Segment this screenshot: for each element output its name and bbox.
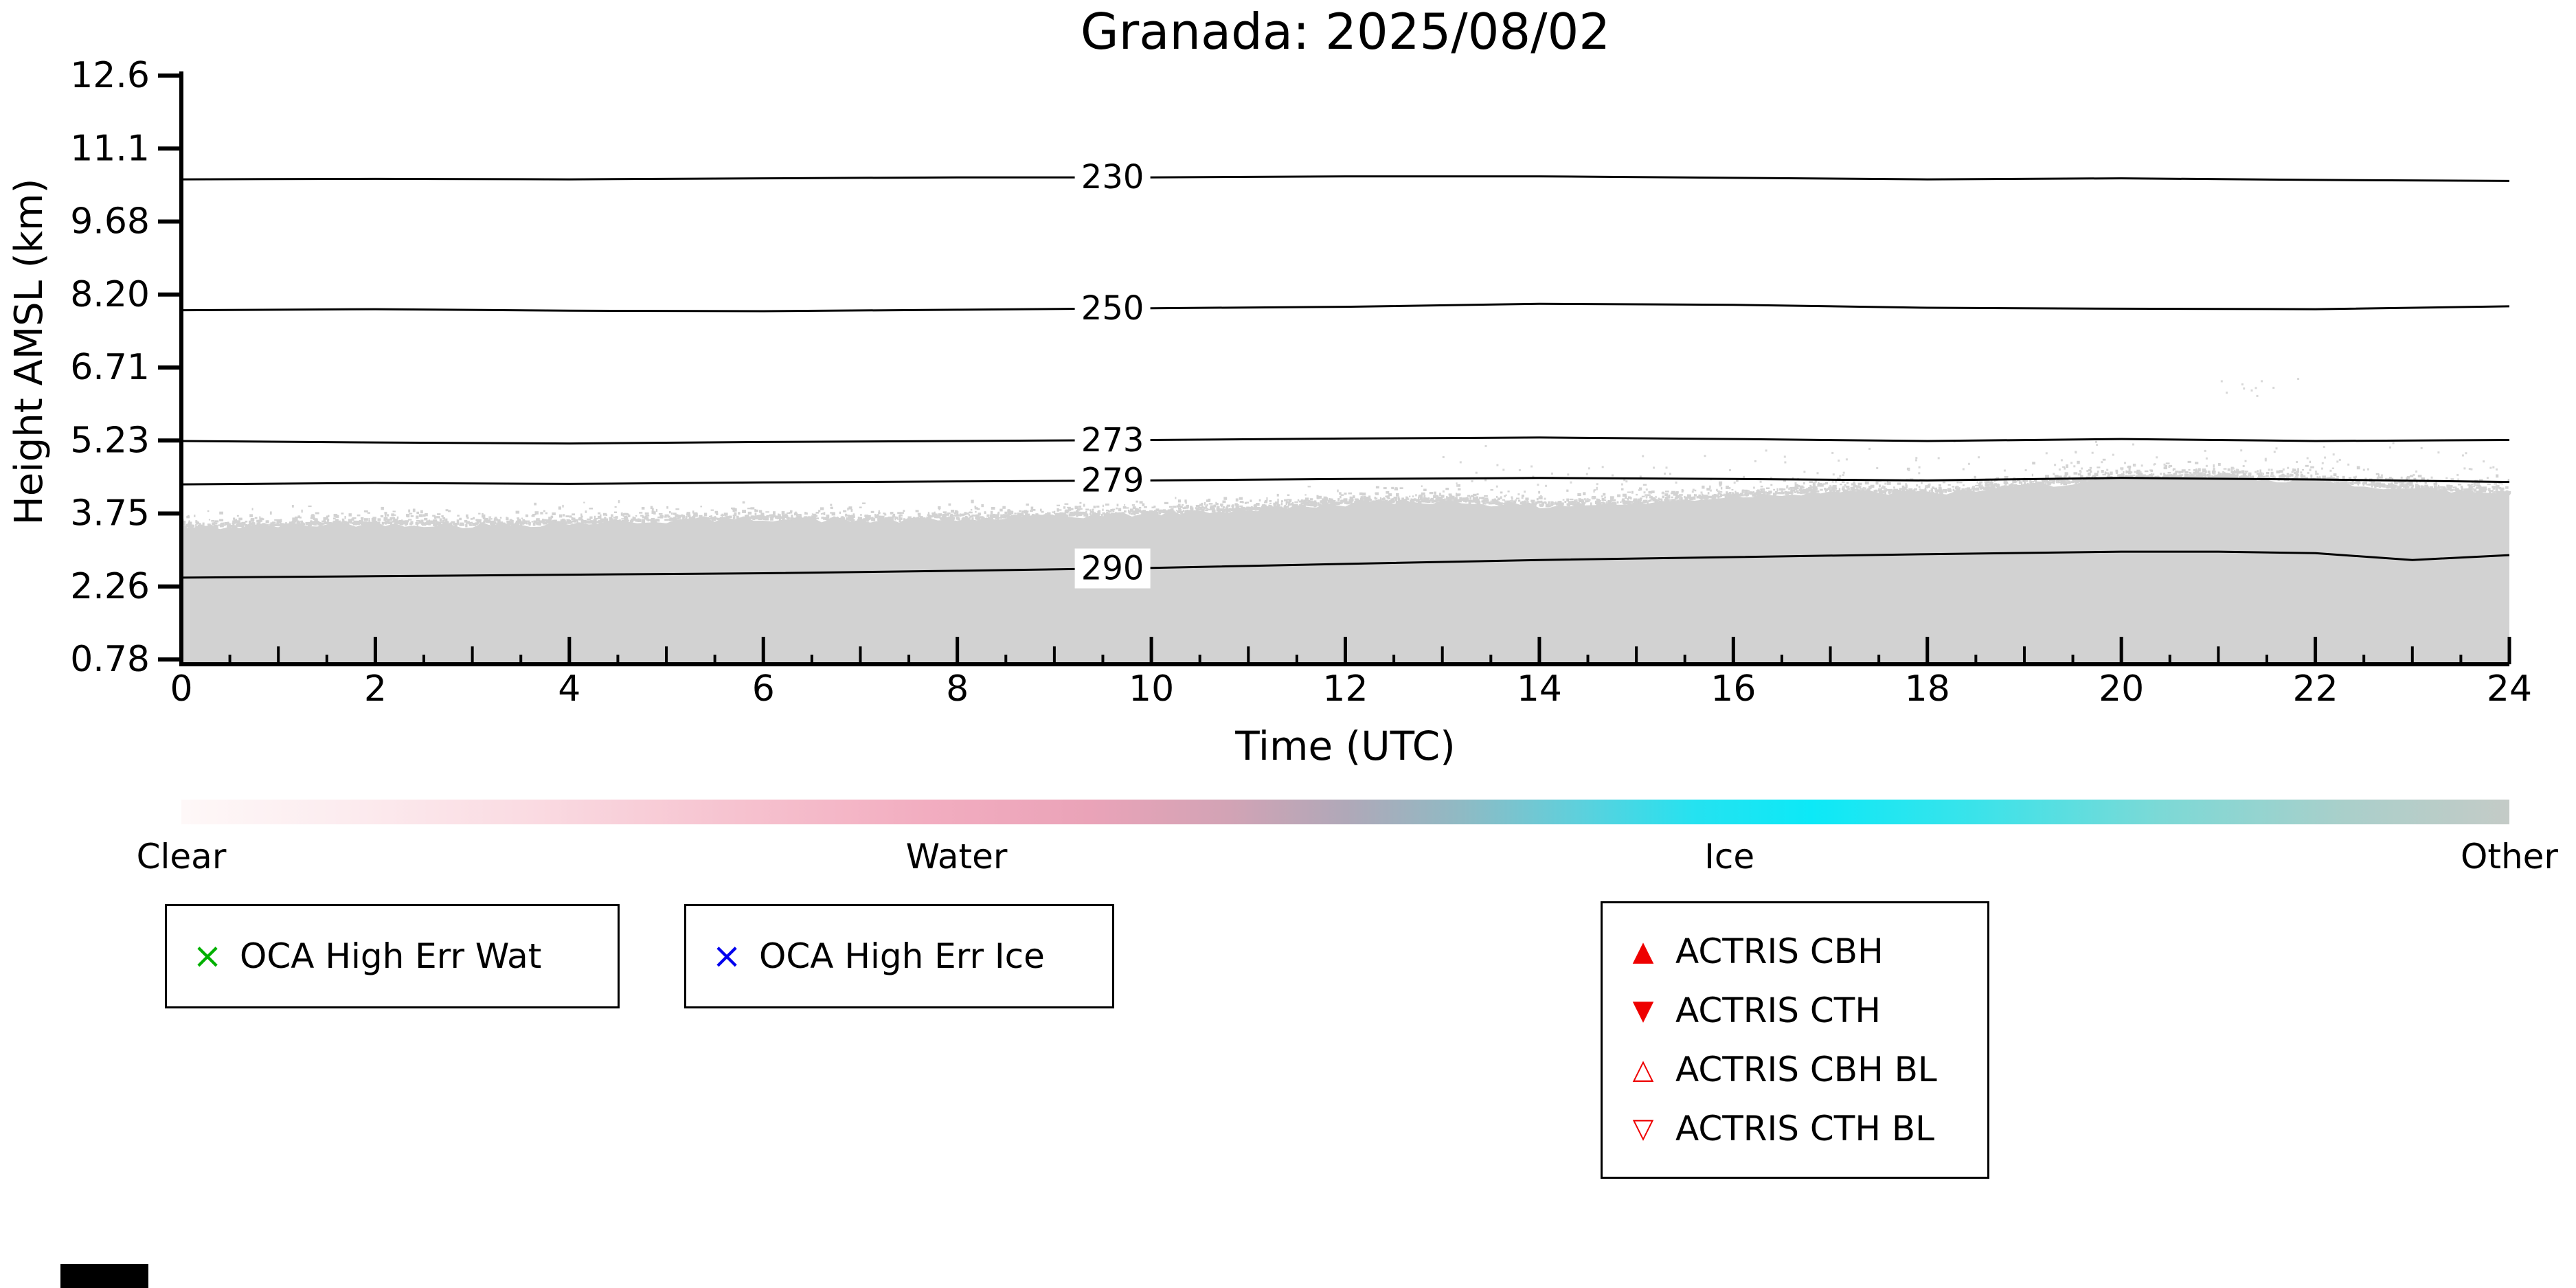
triangle-up-filled-icon: ▲ bbox=[1632, 936, 1654, 967]
x-cross-icon: × bbox=[192, 936, 223, 977]
svg-text:6.71: 6.71 bbox=[70, 347, 150, 388]
svg-text:2: 2 bbox=[364, 668, 387, 710]
x-cross-icon: × bbox=[712, 936, 742, 977]
x-axis-label: Time (UTC) bbox=[1235, 723, 1456, 769]
svg-text:12: 12 bbox=[1322, 668, 1368, 710]
legend-item: × OCA High Err Wat bbox=[188, 936, 618, 976]
svg-text:230: 230 bbox=[1081, 158, 1144, 196]
legend-label: OCA High Err Ice bbox=[759, 936, 1045, 976]
legend-item: △ ACTRIS CBH BL bbox=[1623, 1050, 1987, 1089]
svg-text:273: 273 bbox=[1081, 421, 1144, 460]
svg-text:4: 4 bbox=[558, 668, 580, 710]
svg-text:2.26: 2.26 bbox=[70, 566, 150, 607]
svg-text:11.1: 11.1 bbox=[70, 128, 150, 169]
triangle-up-open-icon: △ bbox=[1632, 1054, 1654, 1085]
page-title: Granada: 2025/08/02 bbox=[1080, 3, 1611, 60]
legend-label: ACTRIS CTH BL bbox=[1675, 1109, 1935, 1149]
svg-text:279: 279 bbox=[1081, 462, 1144, 500]
legend-item: ▽ ACTRIS CTH BL bbox=[1623, 1109, 1987, 1149]
legend-item: × OCA High Err Ice bbox=[707, 936, 1112, 976]
svg-text:14: 14 bbox=[1517, 668, 1562, 710]
colorbar-label-ice: Ice bbox=[1704, 837, 1755, 877]
svg-text:290: 290 bbox=[1081, 550, 1144, 588]
colorbar-label-water: Water bbox=[905, 837, 1008, 877]
svg-text:250: 250 bbox=[1081, 289, 1144, 328]
triangle-down-filled-icon: ▼ bbox=[1632, 995, 1654, 1026]
legend-label: OCA High Err Wat bbox=[240, 936, 542, 976]
legend-oca-high-err-wat: × OCA High Err Wat bbox=[165, 904, 620, 1008]
legend-item: ▼ ACTRIS CTH bbox=[1623, 991, 1987, 1030]
svg-text:20: 20 bbox=[2099, 668, 2144, 710]
legend-item: ▲ ACTRIS CBH bbox=[1623, 931, 1987, 971]
legend-label: ACTRIS CBH BL bbox=[1675, 1050, 1937, 1089]
svg-text:16: 16 bbox=[1710, 668, 1756, 710]
svg-text:12.6: 12.6 bbox=[70, 55, 150, 96]
svg-text:5.23: 5.23 bbox=[70, 420, 150, 461]
svg-text:0: 0 bbox=[170, 668, 192, 710]
svg-text:6: 6 bbox=[752, 668, 775, 710]
legend-label: ACTRIS CBH bbox=[1675, 931, 1884, 971]
legend-actris: ▲ ACTRIS CBH ▼ ACTRIS CTH △ ACTRIS CBH B… bbox=[1601, 901, 1989, 1179]
colorbar-label-other: Other bbox=[2461, 837, 2558, 877]
svg-text:18: 18 bbox=[1905, 668, 1950, 710]
triangle-down-open-icon: ▽ bbox=[1632, 1113, 1654, 1144]
svg-text:9.68: 9.68 bbox=[70, 201, 150, 242]
svg-text:8: 8 bbox=[946, 668, 969, 710]
svg-text:10: 10 bbox=[1129, 668, 1174, 710]
svg-text:3.75: 3.75 bbox=[70, 493, 150, 534]
colorbar-gradient bbox=[181, 800, 2509, 824]
screen-corner-artifact bbox=[60, 1264, 148, 1288]
svg-text:24: 24 bbox=[2487, 668, 2532, 710]
svg-text:8.20: 8.20 bbox=[70, 274, 150, 315]
colorbar-label-clear: Clear bbox=[136, 837, 227, 877]
svg-text:0.78: 0.78 bbox=[70, 639, 150, 680]
legend-label: ACTRIS CTH bbox=[1675, 991, 1881, 1030]
svg-text:22: 22 bbox=[2292, 668, 2338, 710]
legend-oca-high-err-ice: × OCA High Err Ice bbox=[684, 904, 1114, 1008]
